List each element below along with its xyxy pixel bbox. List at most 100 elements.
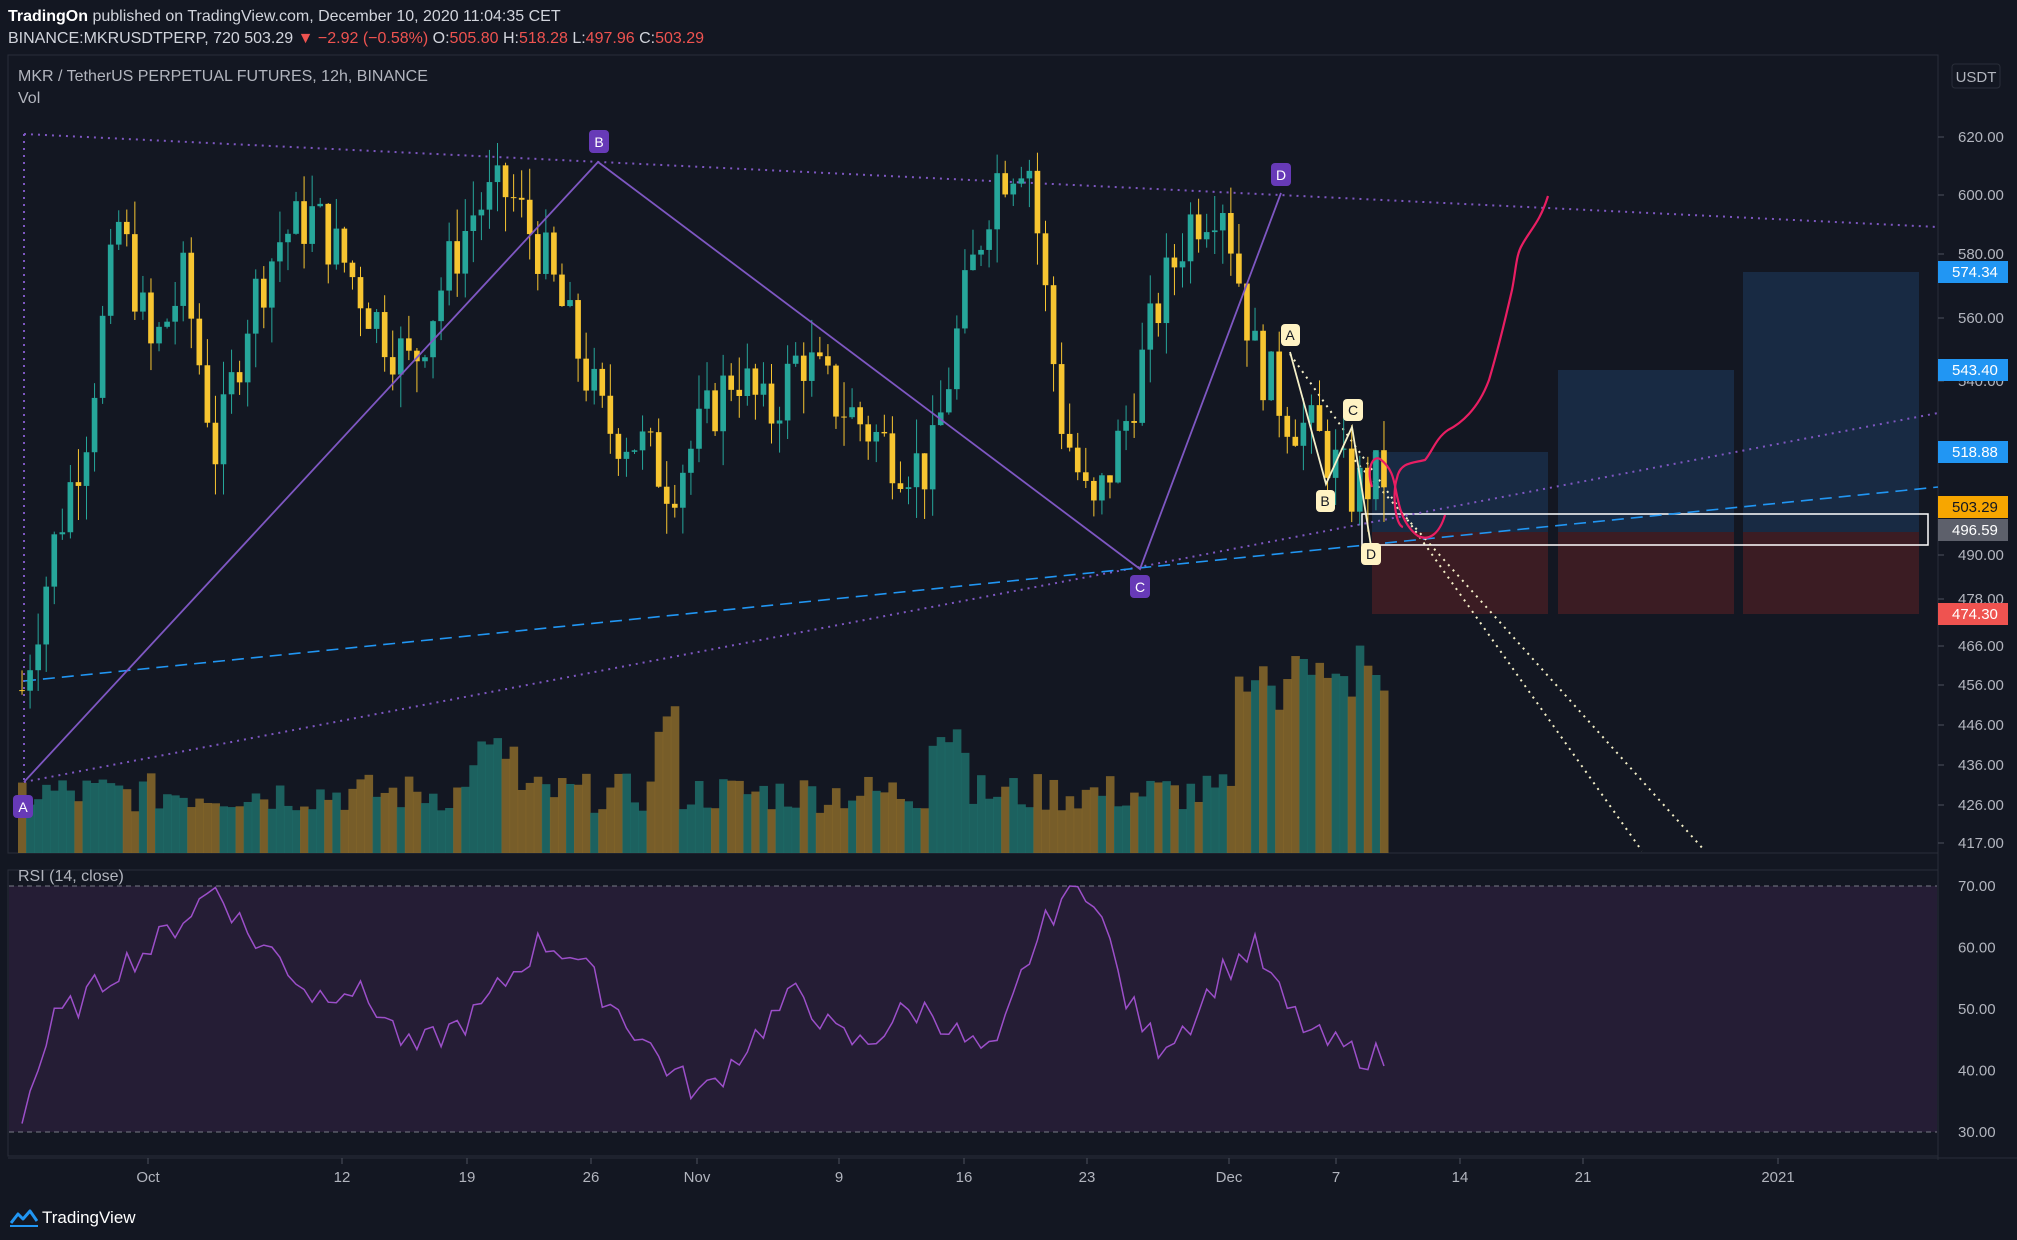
volume-bar (171, 795, 180, 853)
published-text: published on TradingView.com, December 1… (92, 8, 561, 25)
candle-body (817, 352, 823, 357)
rsi-line (21, 885, 1385, 1124)
inner-badge-b[interactable]: B (1316, 490, 1335, 512)
candle-body (91, 397, 98, 453)
pattern-badge-c[interactable]: C (1130, 575, 1150, 598)
pattern-badge-d[interactable]: D (1271, 163, 1291, 186)
inner-badge-d[interactable]: D (1361, 543, 1381, 565)
volume-bar (90, 782, 100, 853)
volume-bar (259, 799, 269, 853)
volume-bar (1194, 801, 1204, 853)
pattern-badge-b[interactable]: B (589, 130, 609, 153)
candle-body (1163, 257, 1170, 324)
volume-bar (130, 811, 140, 853)
candle-body (1147, 303, 1154, 350)
volume-bar (944, 742, 954, 853)
candle-body (35, 644, 41, 671)
candle-body (1074, 447, 1081, 473)
candle-body (696, 408, 702, 449)
candle-body (688, 448, 694, 473)
pattern-badge-d-text: D (1276, 167, 1286, 183)
time-tick-label: 19 (459, 1169, 476, 1186)
candle-body (132, 234, 138, 312)
volume-bar (533, 776, 543, 853)
candle-body (1236, 253, 1242, 284)
candle-body (140, 292, 146, 312)
lower-channel-line (23, 412, 1939, 783)
volume-bar (372, 796, 382, 853)
candle-body (478, 209, 485, 216)
volume-bar (1315, 662, 1325, 853)
candle-body (744, 368, 751, 397)
candle-body (172, 305, 178, 322)
volume-bar (42, 784, 51, 853)
candle-body (1300, 422, 1307, 446)
time-tick-label: 7 (1332, 1169, 1340, 1186)
price-label-box (1938, 359, 2008, 381)
candle-body (1099, 475, 1105, 501)
inner-badge-a[interactable]: A (1281, 324, 1300, 346)
volume-bar (356, 779, 366, 853)
rsi-axis[interactable]: 70.00 60.00 50.00 40.00 30.00 (1958, 878, 1996, 1141)
candle-body (704, 390, 710, 409)
candle-body (446, 241, 452, 291)
chart-title[interactable]: MKR / TetherUS PERPETUAL FUTURES, 12h, B… (18, 68, 428, 85)
volume-bar (1251, 680, 1260, 853)
inner-badge-b-text: B (1320, 493, 1329, 509)
rsi-tick-label: 40.00 (1958, 1063, 1996, 1080)
tradingview-brand[interactable]: TradingView (42, 1208, 136, 1227)
volume-bar (420, 803, 430, 853)
rsi-legend[interactable]: RSI (14, close) (18, 868, 124, 885)
volume-bar (888, 782, 897, 853)
price-axis[interactable]: USDT 620.00600.00580.00560.00540.00518.8… (1938, 63, 2008, 852)
entry-box[interactable] (1361, 513, 1929, 546)
candle-body (760, 383, 767, 395)
volume-bar (292, 810, 301, 853)
volume-bar (1049, 779, 1059, 853)
candle-body (1276, 351, 1283, 416)
volume-bar (968, 803, 978, 853)
volume-bar (1114, 806, 1123, 853)
volume-bar (872, 790, 881, 853)
candle-body (591, 368, 598, 391)
candle-body (639, 431, 646, 451)
time-tick-label: 23 (1079, 1169, 1096, 1186)
candle-body (559, 274, 565, 307)
volume-bar (469, 765, 478, 853)
volume-bar (348, 788, 357, 853)
pattern-badge-a[interactable]: A (13, 795, 33, 818)
inner-badge-c[interactable]: C (1343, 399, 1363, 421)
publisher-name[interactable]: TradingOn (8, 8, 88, 25)
tradingview-logo-icon[interactable] (10, 1207, 38, 1227)
volume-bar (985, 798, 994, 853)
candle-body (220, 394, 227, 465)
price-label-text: 503.29 (1952, 499, 1998, 516)
volume-bar (1226, 785, 1236, 853)
candle-body (252, 278, 259, 334)
volume-bar (493, 738, 503, 853)
volume-bar (654, 731, 664, 853)
candle-body (244, 333, 251, 383)
price-label-box (1938, 441, 2008, 463)
symbol-name: BINANCE:MKRUSDTPERP, 720 (8, 30, 240, 47)
candle-body (285, 233, 291, 243)
volume-bar (98, 779, 108, 853)
volume-bar (1202, 775, 1212, 853)
candle-body (776, 420, 783, 424)
time-axis[interactable]: Oct 12 19 26 Nov 9 16 23 Dec 7 14 21 2021 (136, 1158, 1795, 1186)
volume-bar (1307, 674, 1316, 853)
volume-bar (122, 789, 132, 853)
volume-bar (767, 809, 777, 853)
volume-legend[interactable]: Vol (18, 90, 40, 107)
abcd-pattern-lines (23, 160, 1282, 783)
candle-body (269, 261, 275, 308)
volume-bar (316, 789, 325, 853)
volume-bar (509, 746, 519, 853)
currency-badge[interactable] (1951, 63, 2001, 89)
volume-bar (1355, 645, 1365, 853)
volume-bar (582, 773, 591, 853)
candle-body (567, 300, 573, 307)
candle-body (1082, 472, 1089, 481)
volume-bar (694, 781, 704, 853)
